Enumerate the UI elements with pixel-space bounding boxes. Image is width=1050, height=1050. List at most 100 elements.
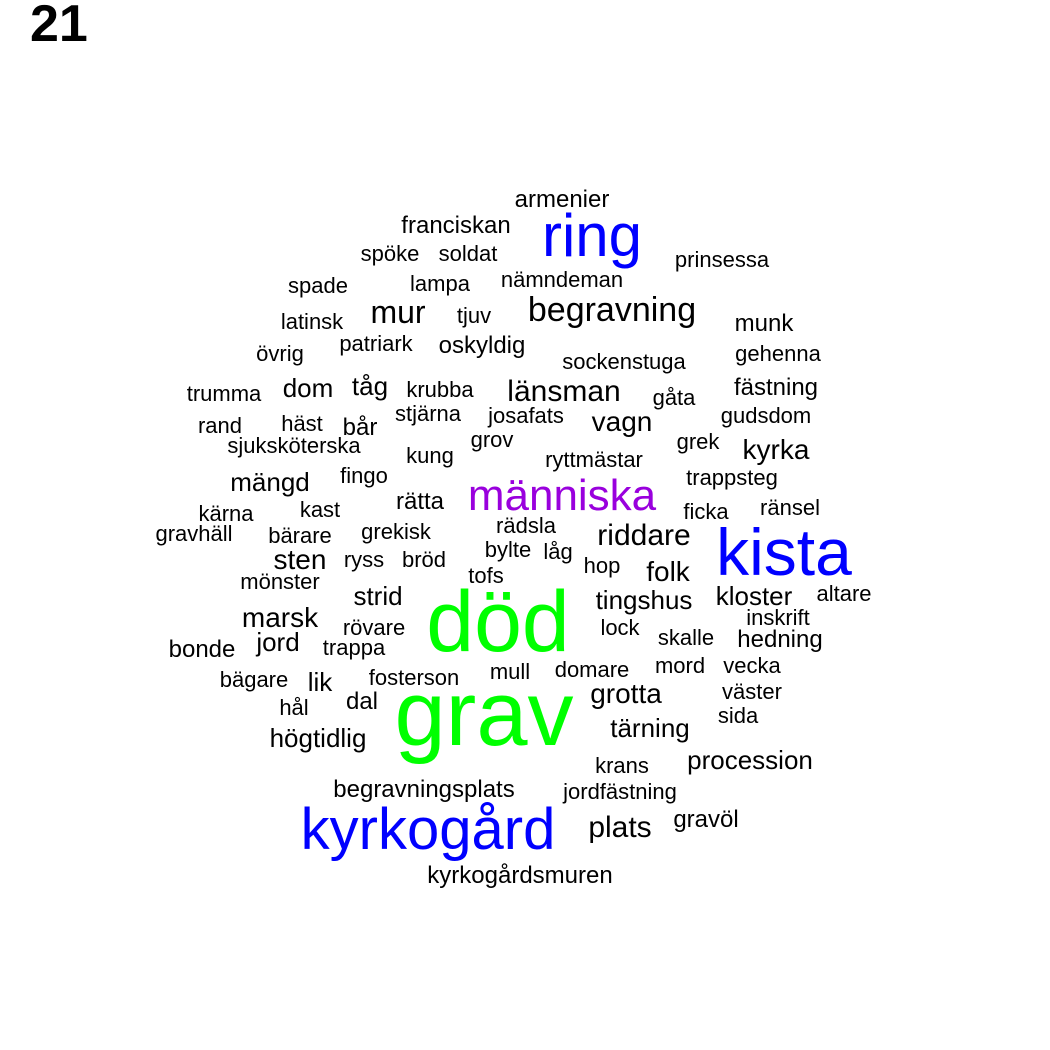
word-hedning: hedning (737, 626, 823, 653)
word-spoke: spöke (360, 241, 420, 266)
word-kyrka: kyrka (742, 434, 810, 465)
word-trappsteg: trappsteg (686, 465, 778, 490)
word-kyrkogardsmuren: kyrkogårdsmuren (427, 862, 613, 889)
word-oskyldig: oskyldig (438, 332, 526, 359)
word-hast: häst (281, 411, 323, 436)
word-gravol: gravöl (673, 806, 739, 833)
word-soldat: soldat (438, 241, 498, 266)
word-lampa: lampa (410, 271, 470, 296)
word-ficka: ficka (683, 499, 729, 524)
word-grek: grek (676, 429, 720, 454)
word-jordfastning: jordfästning (563, 779, 677, 804)
word-brod: bröd (401, 547, 447, 572)
word-namndeman: nämndeman (500, 267, 624, 292)
word-sida: sida (717, 703, 759, 728)
word-grov: grov (470, 427, 514, 452)
word-rovare: rövare (342, 615, 406, 640)
word-begravningsplats: begravningsplats (333, 776, 515, 803)
word-lock: lock (600, 615, 640, 640)
word-rand: rand (197, 413, 243, 438)
word-sockenstuga: sockenstuga (562, 349, 686, 374)
word-inskrift: inskrift (746, 605, 810, 630)
word-krans: krans (595, 753, 649, 778)
word-bagare: bägare (219, 667, 289, 692)
word-hop: hop (583, 553, 621, 578)
word-patriark: patriark (339, 331, 413, 356)
word-gehenna: gehenna (735, 341, 821, 366)
word-lansman: länsman (507, 375, 621, 408)
word-munk: munk (734, 310, 794, 337)
word-mangd: mängd (230, 467, 310, 497)
word-ryss: ryss (343, 547, 385, 572)
word-dom: dom (282, 373, 334, 403)
word-kast: kast (299, 497, 341, 522)
word-fosterson: fosterson (368, 665, 460, 690)
word-bar: bår (342, 414, 378, 441)
word-tingshus: tingshus (595, 585, 693, 615)
word-josafats: josafats (488, 403, 564, 428)
word-tarning: tärning (610, 713, 690, 743)
word-tag: tåg (351, 371, 389, 401)
word-monster: mönster (240, 569, 320, 594)
word-vagn: vagn (591, 406, 653, 437)
word-procession: procession (687, 745, 813, 775)
word-riddare: riddare (597, 519, 691, 552)
word-trumma: trumma (186, 381, 262, 406)
word-fingo: fingo (340, 463, 388, 488)
word-vecka: vecka (723, 653, 781, 678)
word-skalle: skalle (657, 625, 715, 650)
word-radsla: rädsla (496, 513, 556, 538)
word-ring: ring (541, 202, 643, 269)
word-dal: dal (345, 688, 379, 715)
word-grav: grav (394, 663, 574, 765)
word-stjarna: stjärna (394, 401, 462, 426)
word-kung: kung (406, 443, 454, 468)
word-ratta: rätta (395, 488, 445, 515)
word-hogtidlig: högtidlig (269, 723, 367, 753)
word-manniska: människa (467, 471, 657, 520)
word-tjuv: tjuv (456, 303, 492, 328)
word-krubba: krubba (406, 377, 474, 402)
word-altare: altare (816, 581, 872, 606)
word-trappa: trappa (322, 635, 386, 660)
word-grekisk: grekisk (361, 519, 431, 544)
word-mull: mull (489, 659, 531, 684)
word-mur: mur (370, 294, 426, 330)
page-number-label: 21 (30, 0, 88, 53)
word-dod: död (426, 574, 570, 670)
word-folk: folk (646, 556, 690, 587)
word-domare: domare (554, 657, 630, 682)
word-bonde: bonde (168, 636, 236, 663)
word-gudsdom: gudsdom (720, 403, 812, 428)
word-mord: mord (654, 653, 706, 678)
word-vaster: väster (722, 679, 782, 704)
word-armenier: armenier (514, 186, 610, 213)
word-barare: bärare (268, 523, 332, 548)
word-prinsessa: prinsessa (674, 247, 770, 272)
word-begravning: begravning (527, 291, 697, 329)
word-lik: lik (307, 667, 333, 697)
word-gravhall: gravhäll (155, 521, 233, 546)
word-sjukskoterska: sjuksköterska (227, 433, 361, 458)
word-hal: hål (279, 695, 309, 720)
word-latinsk: latinsk (280, 309, 344, 334)
word-plats: plats (588, 811, 652, 844)
word-sten: sten (273, 544, 327, 575)
word-kista: kista (716, 515, 852, 589)
word-ryttmastar: ryttmästar (545, 447, 643, 472)
word-kloster: kloster (715, 581, 793, 611)
word-lag: låg (543, 539, 573, 564)
word-strid: strid (353, 581, 403, 611)
word-spade: spade (288, 273, 348, 298)
word-fastning: fästning (733, 374, 819, 401)
word-gata: gåta (652, 385, 696, 410)
word-karna: kärna (198, 501, 254, 526)
word-ovrig: övrig (256, 341, 304, 366)
word-bylte: bylte (484, 537, 532, 562)
word-tofs: tofs (468, 563, 504, 588)
word-grotta: grotta (590, 678, 662, 709)
word-kyrkogard: kyrkogård (300, 797, 556, 862)
word-jord: jord (256, 627, 300, 657)
word-marsk: marsk (241, 602, 319, 633)
